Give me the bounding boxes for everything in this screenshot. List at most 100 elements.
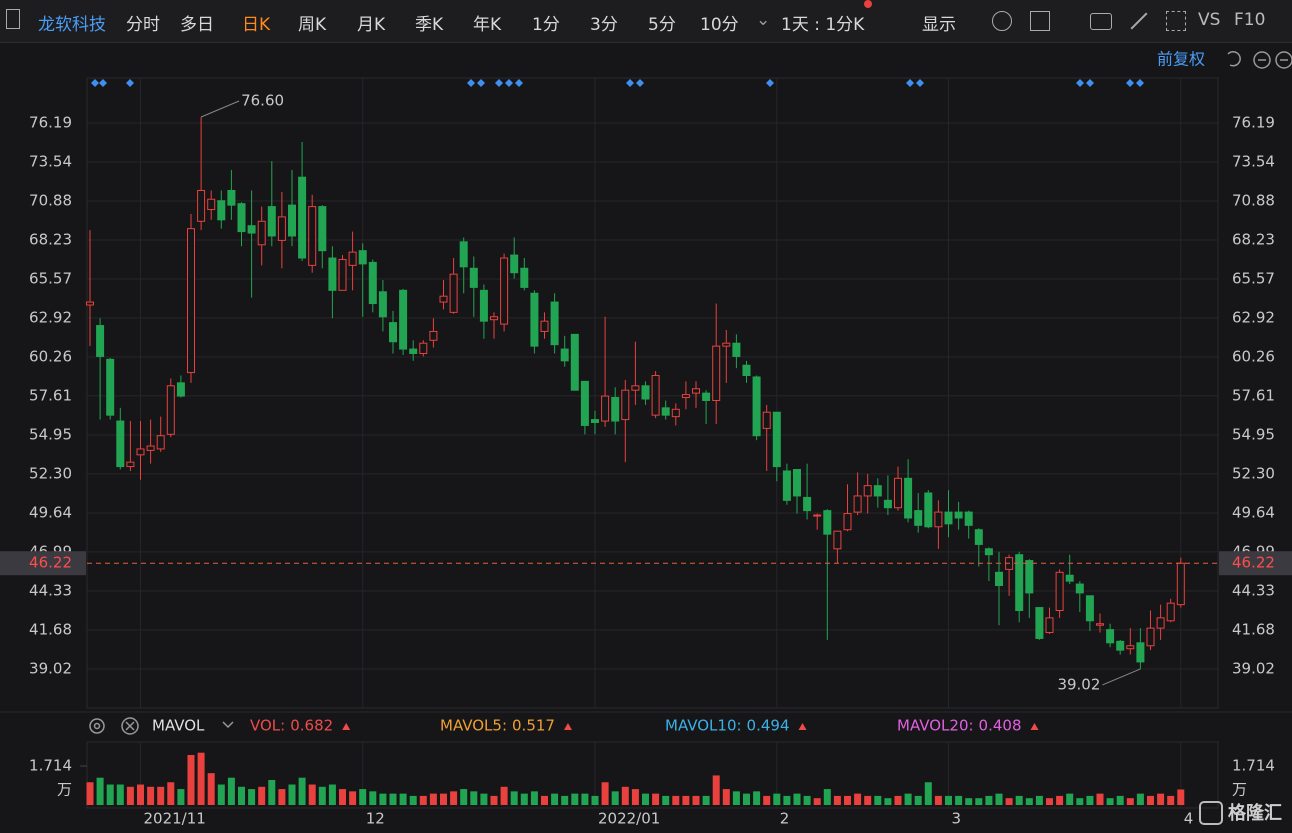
annotation-label: 76.60 bbox=[241, 92, 284, 110]
settings-button[interactable] bbox=[992, 11, 1012, 31]
last-price-label: 46.22 bbox=[29, 554, 72, 572]
volume-bar bbox=[1106, 798, 1114, 805]
fullscreen-button[interactable] bbox=[1166, 11, 1186, 31]
candle-body bbox=[277, 216, 286, 241]
volume-bar bbox=[147, 786, 155, 805]
volume-bar bbox=[197, 752, 205, 805]
volume-bar bbox=[450, 791, 458, 805]
period-tab[interactable]: 3分 bbox=[590, 15, 618, 35]
volume-bar bbox=[894, 795, 902, 805]
period-tab[interactable]: 周K bbox=[298, 15, 327, 35]
candle-body bbox=[803, 496, 812, 512]
volume-bar bbox=[1005, 798, 1013, 805]
period-tab[interactable]: 5分 bbox=[648, 15, 676, 35]
y-tick-label-right: 62.92 bbox=[1232, 308, 1275, 326]
volume-bar bbox=[440, 793, 447, 805]
y-tick-label: 49.64 bbox=[29, 503, 72, 521]
display-menu[interactable]: 显示 bbox=[922, 15, 956, 35]
volume-bar bbox=[399, 793, 407, 805]
zoom-out-icon[interactable] bbox=[1253, 51, 1271, 69]
volume-bar bbox=[813, 798, 821, 805]
candle-body bbox=[227, 189, 236, 206]
vs-button[interactable]: VS bbox=[1198, 10, 1221, 30]
f10-button[interactable]: F10 bbox=[1234, 10, 1266, 30]
volume-bar bbox=[530, 791, 538, 805]
volume-bar bbox=[682, 795, 690, 805]
y-tick-label-right: 57.61 bbox=[1232, 386, 1275, 404]
candle-body bbox=[833, 530, 842, 550]
candle-body bbox=[782, 470, 791, 501]
volume-bar bbox=[429, 793, 437, 805]
layout-button[interactable] bbox=[1030, 11, 1050, 31]
volume-bar bbox=[510, 791, 518, 805]
period-tab[interactable]: 1分 bbox=[532, 15, 560, 35]
candle-body bbox=[1126, 645, 1135, 650]
candle-body bbox=[479, 289, 488, 322]
candle-body bbox=[187, 228, 195, 374]
volume-bar bbox=[914, 795, 922, 805]
toolbar: 龙软科技 分时 多日 日K 周K 月K 季K 年K 1分 3分 5分 10分 ⌄ 1天 : 1分K … bbox=[0, 0, 1292, 43]
candle-body bbox=[560, 348, 569, 362]
vol-indicator-name: MAVOL bbox=[152, 717, 205, 735]
settings-icon[interactable] bbox=[89, 718, 105, 734]
candle-body bbox=[540, 320, 549, 332]
candle-body bbox=[863, 485, 872, 497]
symbol[interactable]: 龙软科技 bbox=[38, 15, 106, 35]
candle-body bbox=[954, 511, 963, 519]
candle-body bbox=[530, 292, 539, 347]
volume-bar bbox=[591, 795, 599, 805]
legend-name: MAVOL5: bbox=[440, 717, 507, 735]
y-tick-label: 60.26 bbox=[29, 348, 72, 366]
volume-bar bbox=[995, 793, 1003, 805]
candle-body bbox=[1065, 574, 1074, 582]
volume-bar bbox=[389, 793, 397, 805]
volume-bar bbox=[793, 793, 801, 805]
period-tab[interactable]: 日K bbox=[242, 15, 271, 35]
candle-body bbox=[1085, 595, 1094, 622]
candle-body bbox=[702, 392, 711, 401]
period-tab[interactable]: 多日 bbox=[180, 15, 214, 35]
candle-body bbox=[661, 407, 670, 416]
volume-bar bbox=[823, 789, 831, 805]
volume-bar bbox=[1177, 789, 1185, 805]
x-tick-label: 3 bbox=[952, 810, 962, 828]
sidebar-toggle[interactable] bbox=[6, 9, 20, 29]
volume-bar bbox=[359, 789, 367, 805]
y-tick-label: 52.30 bbox=[29, 464, 72, 482]
volume-bar bbox=[167, 782, 175, 805]
volume-bar bbox=[1096, 793, 1104, 805]
volume-bar bbox=[500, 786, 508, 805]
period-tab[interactable]: 年K bbox=[473, 15, 502, 35]
plot-frame bbox=[86, 77, 1219, 709]
reset-icon[interactable] bbox=[1227, 51, 1241, 67]
legend-name: VOL: bbox=[250, 717, 285, 735]
volume-bar bbox=[561, 795, 569, 805]
volume-bar bbox=[884, 798, 892, 805]
multi-period[interactable]: 1天 : 1分K bbox=[781, 15, 865, 35]
adjust-mode[interactable]: 前复权 bbox=[1157, 50, 1205, 69]
y-tick-label: 76.19 bbox=[29, 114, 72, 132]
volume-bar bbox=[904, 793, 912, 805]
zoom-in-icon[interactable] bbox=[1275, 51, 1292, 69]
draw-button[interactable] bbox=[1130, 12, 1148, 30]
volume-bar bbox=[339, 789, 346, 805]
volume-bar bbox=[1046, 798, 1053, 805]
period-tab[interactable]: 月K bbox=[357, 15, 386, 35]
candle-body bbox=[510, 254, 519, 274]
period-tab[interactable]: 分时 bbox=[126, 15, 160, 35]
volume-bar bbox=[116, 784, 124, 805]
close-icon[interactable] bbox=[121, 717, 139, 735]
candle-body bbox=[1166, 602, 1175, 622]
candle-body bbox=[964, 511, 973, 526]
volume-bar bbox=[783, 795, 791, 805]
volume-bar bbox=[207, 773, 215, 805]
candle-body bbox=[1136, 642, 1145, 663]
volume-bar bbox=[470, 791, 478, 805]
volume-bar bbox=[773, 793, 781, 805]
y-tick-label: 68.23 bbox=[29, 230, 72, 248]
period-tab[interactable]: 季K bbox=[415, 15, 444, 35]
dropdown-icon[interactable] bbox=[222, 721, 234, 729]
period-dropdown[interactable]: ⌄ bbox=[756, 10, 771, 30]
screenshot-button[interactable] bbox=[1090, 13, 1112, 30]
period-tab[interactable]: 10分 bbox=[700, 15, 739, 35]
